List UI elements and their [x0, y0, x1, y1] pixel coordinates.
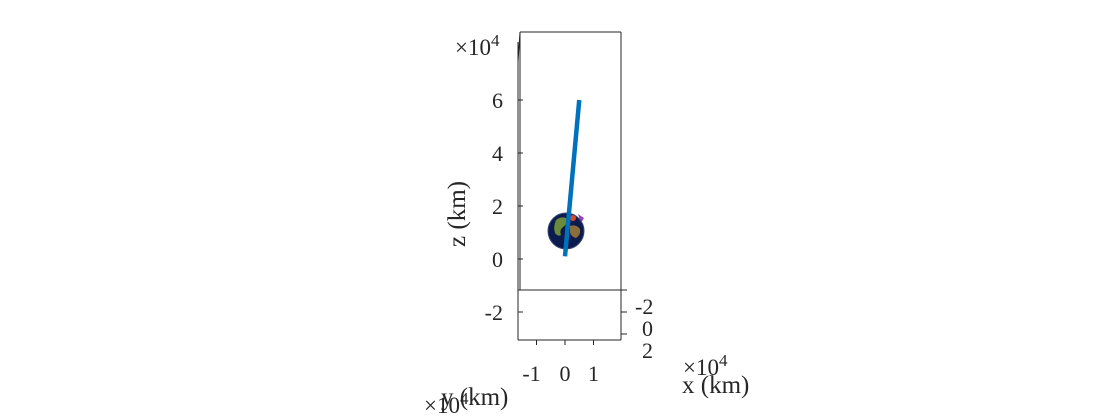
- y-tick-label: 0: [642, 316, 653, 341]
- z-tick-label: 0: [492, 247, 503, 272]
- x-tick-label: 0: [560, 361, 571, 386]
- z-tick-label: 2: [492, 194, 503, 219]
- z-tick-label: -2: [485, 300, 503, 325]
- x-exponent-label: ×104: [683, 351, 728, 380]
- x-axis-ticks: -1 0 1: [522, 340, 599, 386]
- y-axis-ticks: -202: [621, 289, 653, 363]
- y-tick-label: 2: [642, 338, 653, 363]
- corner-diagonal: [517, 31, 521, 63]
- y-exponent-label: ×104: [424, 389, 469, 418]
- z-tick-label: 6: [492, 88, 503, 113]
- z-axis-label: z (km): [444, 181, 471, 247]
- y-axis-label: y (km): [441, 384, 508, 411]
- x-axis-label: x (km): [682, 372, 749, 399]
- y-tick-label: -2: [635, 294, 653, 319]
- x-tick-label: -1: [522, 361, 540, 386]
- z-tick-label: 4: [492, 141, 503, 166]
- z-exponent-label: ×104: [455, 31, 500, 60]
- x-tick-label: 1: [588, 361, 599, 386]
- trajectory-line: [562, 99, 582, 257]
- axes-box: [517, 31, 622, 341]
- z-axis-ticks: -2 0 2 4 6: [485, 88, 523, 325]
